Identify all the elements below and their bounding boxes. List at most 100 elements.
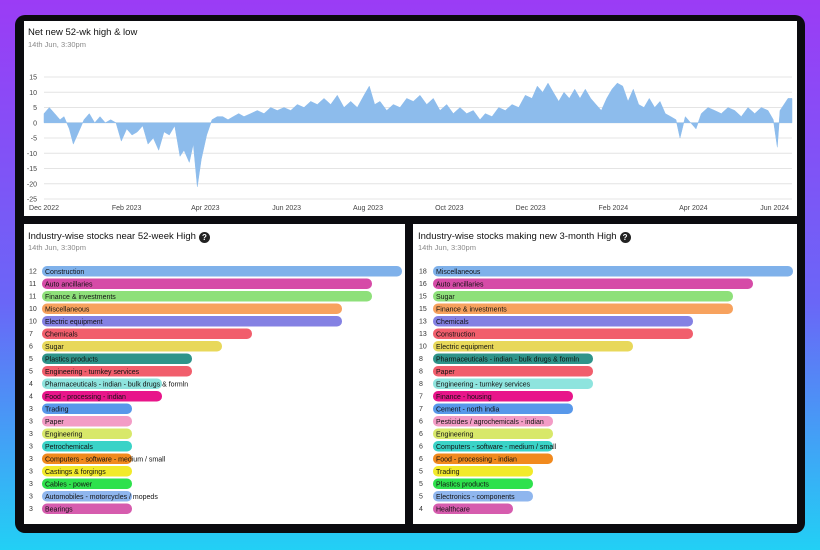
bar-category-label: Electric equipment xyxy=(436,344,494,351)
right-chart-title: Industry-wise stocks making new 3-month … xyxy=(418,231,617,242)
bar-value-label: 3 xyxy=(29,494,33,501)
right-chart-subtitle: 14th Jun, 3:30pm xyxy=(418,243,476,252)
bar-value-label: 4 xyxy=(29,394,33,401)
bar[interactable] xyxy=(42,503,132,515)
bar[interactable] xyxy=(42,303,342,315)
bar-value-label: 3 xyxy=(29,506,33,513)
x-tick-label: Apr 2024 xyxy=(679,205,708,212)
bar-value-label: 13 xyxy=(419,331,427,338)
bar[interactable] xyxy=(42,403,132,415)
bar-value-label: 8 xyxy=(419,369,423,376)
bar-category-label: Trading xyxy=(45,406,69,413)
bar[interactable] xyxy=(433,466,533,477)
help-icon[interactable]: ? xyxy=(198,232,210,243)
bar-category-label: Auto ancillaries xyxy=(45,281,93,288)
bar-value-label: 3 xyxy=(29,406,33,413)
bar-category-label: Miscellaneous xyxy=(436,269,481,276)
bar-value-label: 3 xyxy=(29,431,33,438)
y-tick-label: -10 xyxy=(27,151,37,158)
bar[interactable] xyxy=(42,391,162,402)
bar-value-label: 3 xyxy=(29,469,33,476)
bar-category-label: Construction xyxy=(45,269,84,276)
bar-category-label: Engineering xyxy=(436,431,473,438)
bar[interactable] xyxy=(433,316,693,327)
bar[interactable] xyxy=(42,428,132,440)
left-chart-subtitle: 14th Jun, 3:30pm xyxy=(28,243,86,252)
x-tick-label: Dec 2023 xyxy=(516,205,546,212)
bar[interactable] xyxy=(433,303,733,315)
bar[interactable] xyxy=(433,366,593,377)
bar[interactable] xyxy=(42,316,342,327)
bar-value-label: 3 xyxy=(29,444,33,451)
net-high-low-area xyxy=(43,82,793,187)
bar[interactable] xyxy=(433,453,553,465)
bar-value-label: 3 xyxy=(29,419,33,426)
bar-category-label: Petrochemicals xyxy=(45,444,93,451)
bar-value-label: 10 xyxy=(29,319,37,326)
bar[interactable] xyxy=(433,416,553,427)
bar-category-label: Automobiles - motorcycles / mopeds xyxy=(45,494,158,501)
x-tick-label: Feb 2024 xyxy=(599,205,629,212)
bar[interactable] xyxy=(433,441,553,452)
bar[interactable] xyxy=(42,366,192,377)
bar[interactable] xyxy=(42,441,132,452)
y-tick-label: -15 xyxy=(27,166,37,173)
bar[interactable] xyxy=(42,328,252,340)
bar-value-label: 15 xyxy=(419,294,427,301)
bar[interactable] xyxy=(42,466,132,477)
bar-category-label: Healthcare xyxy=(436,506,470,513)
bar[interactable] xyxy=(433,428,553,440)
bar-value-label: 11 xyxy=(29,281,36,288)
bar[interactable] xyxy=(42,278,372,290)
bar[interactable] xyxy=(433,491,533,502)
bar-category-label: Chemicals xyxy=(45,331,78,338)
bar-category-label: Cables - power xyxy=(45,481,93,488)
bar-category-label: Bearings xyxy=(45,506,73,513)
bar[interactable] xyxy=(433,341,633,352)
bar[interactable] xyxy=(433,328,693,340)
bar[interactable] xyxy=(433,503,513,515)
bar-value-label: 7 xyxy=(419,394,423,401)
bar-value-label: 10 xyxy=(419,344,427,351)
bar-value-label: 6 xyxy=(419,431,423,438)
help-icon[interactable]: ? xyxy=(619,232,631,243)
bar[interactable] xyxy=(433,378,593,390)
bar[interactable] xyxy=(433,353,593,365)
left-chart-title: Industry-wise stocks near 52-week High xyxy=(28,231,196,242)
bar[interactable] xyxy=(42,416,132,427)
bar-category-label: Computers - software - medium / small xyxy=(436,444,557,451)
bar-value-label: 7 xyxy=(419,406,423,413)
x-tick-label: Aug 2023 xyxy=(353,205,383,212)
bar-value-label: 5 xyxy=(419,469,423,476)
bar-value-label: 4 xyxy=(419,506,423,513)
bar-category-label: Auto ancillaries xyxy=(436,281,484,288)
bar[interactable] xyxy=(42,291,372,302)
bar-value-label: 16 xyxy=(419,281,427,288)
y-tick-label: -20 xyxy=(27,181,37,188)
bar-category-label: Computers - software - medium / small xyxy=(45,456,166,463)
bar[interactable] xyxy=(433,278,753,290)
bar[interactable] xyxy=(42,353,192,365)
bar-category-label: Sugar xyxy=(45,344,64,351)
bar[interactable] xyxy=(42,378,162,390)
bar-value-label: 5 xyxy=(419,481,423,488)
bar-category-label: Sugar xyxy=(436,294,455,301)
y-tick-label: 10 xyxy=(29,90,37,97)
bar-value-label: 5 xyxy=(29,369,33,376)
bar[interactable] xyxy=(42,341,222,352)
bar-value-label: 3 xyxy=(29,481,33,488)
bar[interactable] xyxy=(433,291,733,302)
y-tick-label: -5 xyxy=(31,136,37,143)
bar-category-label: Trading xyxy=(436,469,460,476)
bar[interactable] xyxy=(433,266,793,277)
bar-category-label: Food - processing - indian xyxy=(436,456,517,463)
bar[interactable] xyxy=(42,266,402,277)
bar[interactable] xyxy=(433,478,533,490)
bar[interactable] xyxy=(42,478,132,490)
bar-value-label: 6 xyxy=(29,344,33,351)
bar[interactable] xyxy=(433,403,573,415)
bar[interactable] xyxy=(433,391,573,402)
bar[interactable] xyxy=(42,491,132,502)
bar[interactable] xyxy=(42,453,132,465)
bar-value-label: 11 xyxy=(29,294,36,301)
